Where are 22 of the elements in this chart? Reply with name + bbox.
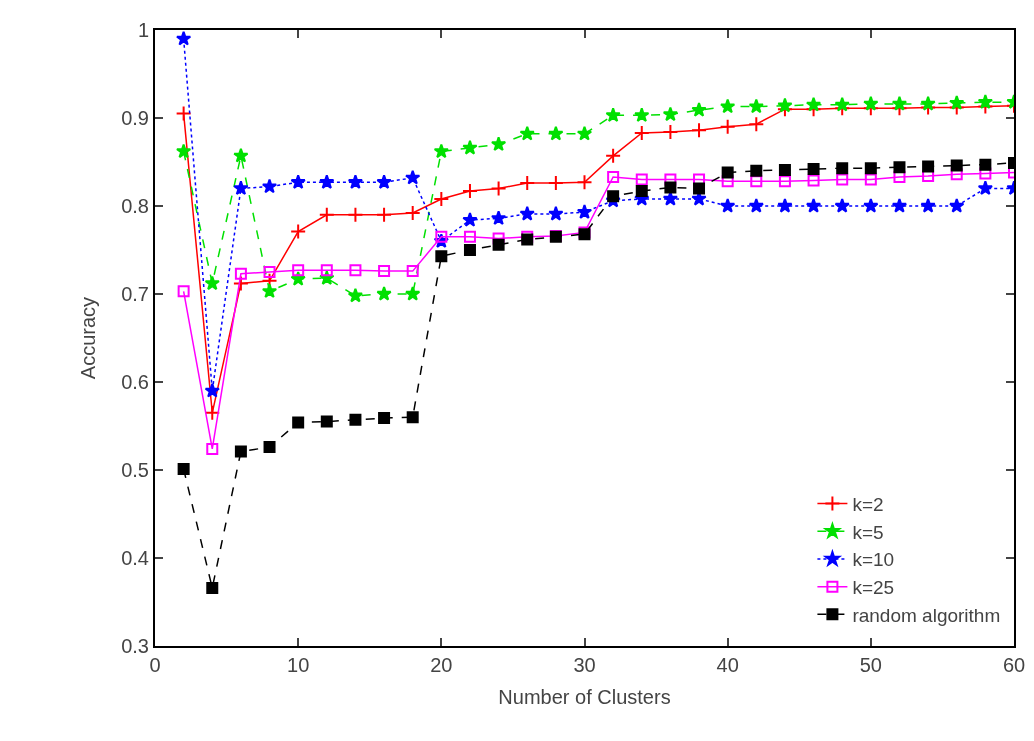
x-tick-label: 40 bbox=[716, 654, 739, 676]
y-tick-label: 0.3 bbox=[121, 635, 149, 657]
x-tick-label: 60 bbox=[1002, 654, 1026, 676]
y-tick-label: 0.7 bbox=[121, 283, 149, 305]
x-tick-label: 0 bbox=[149, 654, 161, 676]
legend-label: k=10 bbox=[852, 549, 895, 571]
y-axis-title: Accuracy bbox=[77, 296, 100, 380]
y-tick-label: 0.4 bbox=[121, 547, 149, 569]
legend-label: random algorithm bbox=[852, 604, 1001, 626]
y-tick-label: 0.9 bbox=[121, 107, 149, 129]
legend-label: k=2 bbox=[852, 493, 884, 515]
x-tick-label: 20 bbox=[430, 654, 453, 676]
y-tick-label: 0.8 bbox=[121, 195, 149, 217]
y-tick-label: 0.6 bbox=[121, 371, 149, 393]
legend-label: k=25 bbox=[852, 577, 895, 599]
x-tick-label: 10 bbox=[287, 654, 310, 676]
y-tick-label: 0.5 bbox=[121, 459, 149, 481]
y-tick-label: 1 bbox=[137, 19, 149, 41]
x-tick-label: 50 bbox=[859, 654, 882, 676]
x-tick-label: 30 bbox=[573, 654, 596, 676]
x-axis-title: Number of Clusters bbox=[498, 686, 671, 708]
legend-label: k=5 bbox=[852, 521, 884, 543]
